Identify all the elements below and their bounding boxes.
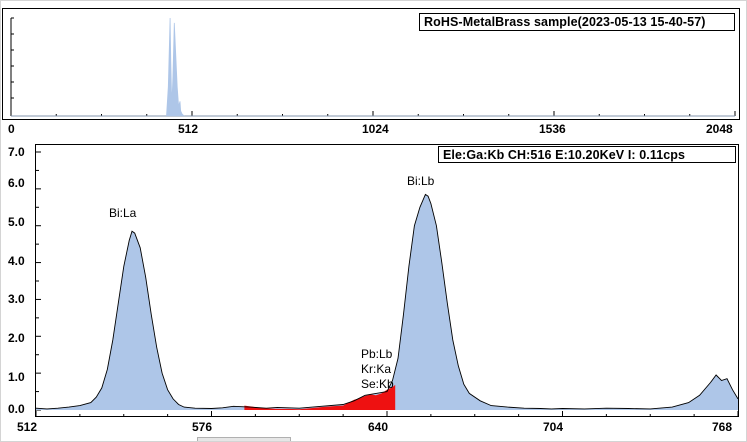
detail-y-tick-label: 1.0 [8, 370, 25, 384]
peak-label-kr-ka: Kr:Ka [361, 362, 392, 376]
detail-y-tick-label: 3.0 [8, 292, 25, 306]
overview-title: RoHS-MetalBrass sample(2023-05-13 15-40-… [419, 13, 735, 31]
peak-label-pb-lb: Pb:Lb [361, 347, 393, 361]
detail-y-tick-label: 2.0 [8, 331, 25, 345]
peak-label-se-kb: Se:Kb [361, 377, 394, 391]
overview-x-tick-label: 512 [178, 122, 199, 136]
detail-x-tick-label: 640 [368, 420, 389, 434]
detail-spectrum-outline [35, 193, 739, 410]
detail-x-tick-label: 768 [712, 420, 733, 434]
detail-y-tick-label: 0.0 [8, 402, 25, 416]
detail-y-tick-label: 5.0 [8, 215, 25, 229]
overview-x-tick-label: 0 [8, 122, 15, 136]
cursor-status-readout: Ele:Ga:Kb CH:516 E:10.20KeV I: 0.11cps [438, 146, 736, 163]
detail-x-tick-label: 576 [192, 420, 213, 434]
overview-x-tick-label: 1024 [362, 122, 389, 136]
peak-label-bi-lb: Bi:Lb [407, 174, 435, 188]
detail-y-tick-label: 4.0 [8, 254, 25, 268]
peak-label-bi-la: Bi:La [109, 206, 137, 220]
detail-x-tick-label: 512 [17, 420, 38, 434]
overview-x-tick-label: 1536 [539, 122, 566, 136]
detail-y-tick-label: 6.0 [8, 176, 25, 190]
detail-x-tick-label: 704 [543, 420, 564, 434]
detail-y-tick-label: 7.0 [8, 145, 25, 159]
overview-x-tick-label: 2048 [706, 122, 733, 136]
horizontal-scrollbar-thumb[interactable] [197, 437, 291, 442]
detail-roi-area [244, 384, 396, 410]
overview-spectrum-area [11, 17, 735, 117]
detail-spectrum-area [36, 194, 738, 410]
